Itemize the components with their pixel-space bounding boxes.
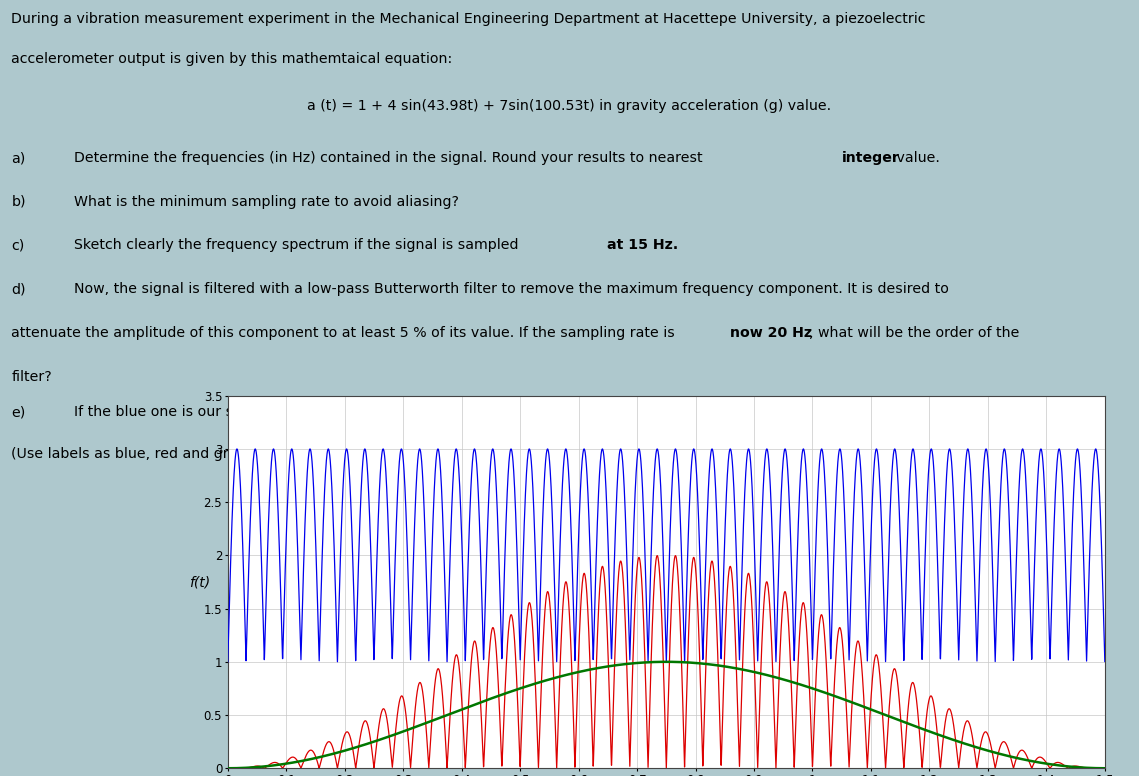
Text: If the blue one is our signal, then what is red and green ones? Write down the m: If the blue one is our signal, then what… [74, 405, 988, 419]
Text: b): b) [11, 195, 26, 209]
Text: now 20 Hz: now 20 Hz [730, 326, 812, 340]
Text: , what will be the order of the: , what will be the order of the [809, 326, 1019, 340]
Text: accelerometer output is given by this mathemtaical equation:: accelerometer output is given by this ma… [11, 52, 452, 66]
Text: What is the minimum sampling rate to avoid aliasing?: What is the minimum sampling rate to avo… [74, 195, 459, 209]
Text: attenuate the amplitude of this component to at least 5 % of its value. If the s: attenuate the amplitude of this componen… [11, 326, 680, 340]
Text: e): e) [11, 405, 26, 419]
Text: (Use labels as blue, red and green signal.): (Use labels as blue, red and green signa… [11, 447, 312, 461]
Text: During a vibration measurement experiment in the Mechanical Engineering Departme: During a vibration measurement experimen… [11, 12, 926, 26]
Text: value.: value. [892, 151, 940, 165]
Text: f(t): f(t) [189, 575, 210, 589]
Text: c): c) [11, 238, 25, 252]
Text: Sketch clearly the frequency spectrum if the signal is sampled: Sketch clearly the frequency spectrum if… [74, 238, 523, 252]
Text: a (t) = 1 + 4 sin(43.98t) + 7sin(100.53t) in gravity acceleration (g) value.: a (t) = 1 + 4 sin(43.98t) + 7sin(100.53t… [308, 99, 831, 113]
Text: a): a) [11, 151, 26, 165]
Text: Determine the frequencies (in Hz) contained in the signal. Round your results to: Determine the frequencies (in Hz) contai… [74, 151, 707, 165]
Text: d): d) [11, 282, 26, 296]
Text: integer: integer [842, 151, 900, 165]
Text: Now, the signal is filtered with a low-pass Butterworth filter to remove the max: Now, the signal is filtered with a low-p… [74, 282, 949, 296]
Text: filter?: filter? [11, 369, 52, 383]
Text: at 15 Hz.: at 15 Hz. [607, 238, 679, 252]
